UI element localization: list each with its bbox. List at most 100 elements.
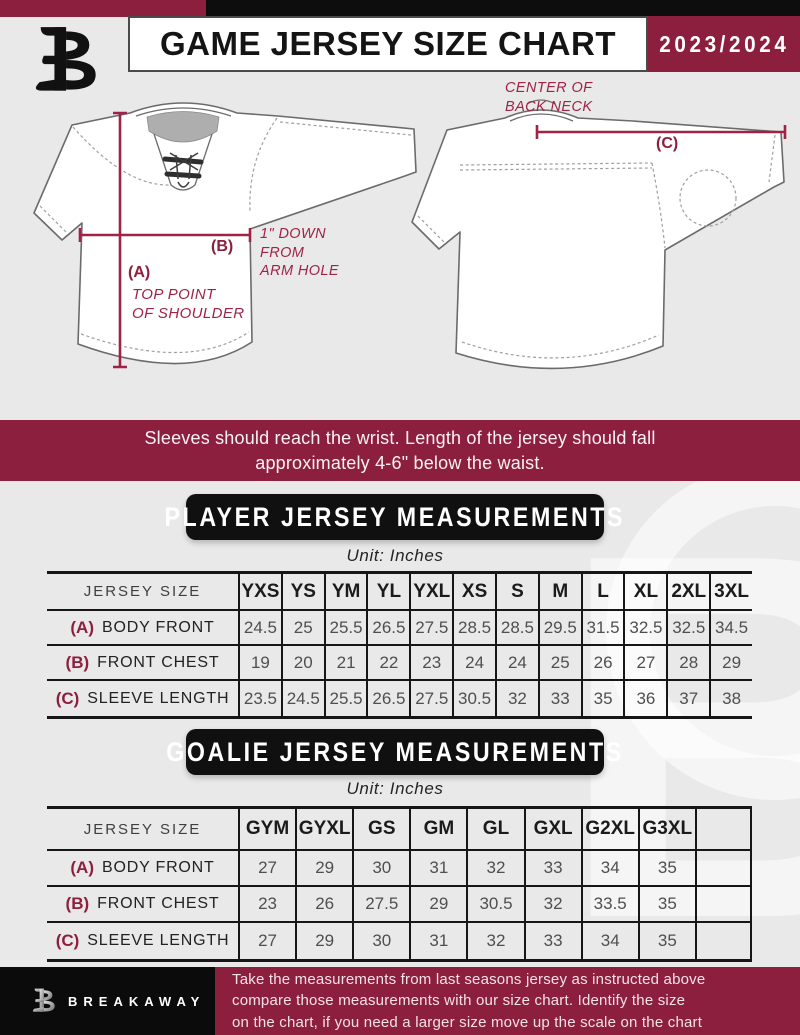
table-corner-header: JERSEY SIZE xyxy=(47,574,238,611)
value-cell: 34.5 xyxy=(709,611,752,646)
value-cell: 35 xyxy=(637,887,695,923)
player-measurements-table: JERSEY SIZE YXS YS YM YL YXL XS S M L XL 2XL 3XL (A) B… xyxy=(47,571,752,719)
size-column-header: GS xyxy=(352,809,410,851)
value-cell: 23 xyxy=(238,887,296,923)
value-cell: 23 xyxy=(409,646,453,681)
value-cell xyxy=(694,851,752,887)
season-badge: 2023/2024 xyxy=(648,16,800,72)
value-cell: 22 xyxy=(366,646,410,681)
value-cell: 36 xyxy=(623,681,666,716)
value-cell: 27.5 xyxy=(409,681,452,716)
footer-brand-block: BREAKAWAY xyxy=(0,967,215,1035)
value-cell: 28.5 xyxy=(494,611,538,646)
footer-line2: compare those measurements with our size… xyxy=(232,992,686,1010)
caption-b-line3: ARM HOLE xyxy=(260,263,339,279)
size-column-header: YM xyxy=(323,574,367,611)
value-cell: 31.5 xyxy=(580,611,624,646)
size-column-header: GYXL xyxy=(295,809,353,851)
row-label: BODY FRONT xyxy=(102,859,215,876)
value-cell: 24.5 xyxy=(238,611,281,646)
value-cell: 32.5 xyxy=(666,611,710,646)
row-label: SLEEVE LENGTH xyxy=(87,932,230,949)
value-cell: 30.5 xyxy=(466,887,524,923)
value-cell: 32 xyxy=(494,681,538,716)
value-cell: 31 xyxy=(409,923,466,959)
value-cell: 34 xyxy=(580,851,638,887)
value-cell: 35 xyxy=(580,681,624,716)
breakaway-b-logo-icon xyxy=(35,27,96,91)
size-column-header: YS xyxy=(280,574,324,611)
value-cell: 28.5 xyxy=(452,611,495,646)
value-cell: 24 xyxy=(452,646,495,681)
value-cell xyxy=(694,887,752,923)
size-column-header: M xyxy=(537,574,581,611)
value-cell: 32 xyxy=(466,923,523,959)
notice-line2: approximately 4-6" below the waist. xyxy=(255,452,545,473)
value-cell: 26.5 xyxy=(366,681,409,716)
row-header: (B) FRONT CHEST xyxy=(47,887,238,923)
size-column-header xyxy=(694,809,752,851)
top-bar-maroon xyxy=(0,0,206,17)
value-cell: 25 xyxy=(537,646,581,681)
size-column-header: G3XL xyxy=(637,809,695,851)
player-section-banner: PLAYER JERSEY MEASUREMENTS xyxy=(165,494,623,540)
value-cell: 32 xyxy=(466,851,524,887)
brand-name: BREAKAWAY xyxy=(68,993,206,1009)
value-cell: 32 xyxy=(523,887,581,923)
value-cell: 26.5 xyxy=(366,611,410,646)
value-cell: 29 xyxy=(295,923,352,959)
page-title-box: GAME JERSEY SIZE CHART xyxy=(128,16,648,72)
row-marker: (C) xyxy=(55,931,80,950)
value-cell: 27 xyxy=(238,923,295,959)
caption-top-point-of-shoulder: TOP POINT OF SHOULDER xyxy=(132,286,244,323)
value-cell: 26 xyxy=(295,887,353,923)
table-corner-header: JERSEY SIZE xyxy=(47,809,238,851)
goalie-unit-label: Unit: Inches xyxy=(346,779,444,798)
caption-a-line1: TOP POINT xyxy=(132,286,216,303)
player-unit-label: Unit: Inches xyxy=(346,546,444,565)
size-column-header: YXL xyxy=(409,574,453,611)
back-jersey-diagram xyxy=(411,99,787,370)
size-column-header: XS xyxy=(452,574,495,611)
value-cell: 34 xyxy=(580,923,638,959)
caption-c-line1: CENTER OF xyxy=(505,80,593,96)
row-header: (A) BODY FRONT xyxy=(47,611,238,646)
player-section-title: PLAYER JERSEY MEASUREMENTS xyxy=(164,501,626,532)
row-label: SLEEVE LENGTH xyxy=(87,689,230,707)
caption-c-line2: BACK NECK xyxy=(505,98,593,115)
size-column-header: GXL xyxy=(523,809,581,851)
marker-b: (B) xyxy=(211,238,234,255)
value-cell: 35 xyxy=(637,851,695,887)
value-cell: 29 xyxy=(709,646,752,681)
size-column-header: GYM xyxy=(238,809,296,851)
goalie-section-title: GOALIE JERSEY MEASUREMENTS xyxy=(166,736,624,767)
row-marker: (B) xyxy=(65,894,90,913)
row-label: FRONT CHEST xyxy=(97,653,220,671)
value-cell: 29.5 xyxy=(537,611,581,646)
value-cell: 33 xyxy=(537,681,581,716)
row-header: (A) BODY FRONT xyxy=(47,851,238,887)
top-bar-black xyxy=(206,0,800,17)
value-cell: 27.5 xyxy=(352,887,410,923)
size-column-header: S xyxy=(494,574,538,611)
value-cell: 25.5 xyxy=(323,681,367,716)
size-column-header: GL xyxy=(466,809,524,851)
caption-b-line2: FROM xyxy=(260,244,305,261)
value-cell: 23.5 xyxy=(238,681,281,716)
row-label: FRONT CHEST xyxy=(97,895,220,912)
value-cell: 27.5 xyxy=(409,611,453,646)
value-cell: 21 xyxy=(323,646,367,681)
fit-notice-banner: Sleeves should reach the wrist. Length o… xyxy=(0,420,800,481)
season-label: 2023/2024 xyxy=(658,30,790,57)
breakaway-b-logo-small-icon xyxy=(32,988,55,1012)
size-column-header: L xyxy=(580,574,624,611)
value-cell: 30 xyxy=(352,923,409,959)
row-header: (C) SLEEVE LENGTH xyxy=(47,923,238,959)
size-column-header: 2XL xyxy=(666,574,710,611)
footer-line3: on the chart, if you need a larger size … xyxy=(232,1013,703,1031)
value-cell: 24.5 xyxy=(280,681,324,716)
row-header: (B) FRONT CHEST xyxy=(47,646,238,681)
value-cell: 19 xyxy=(238,646,281,681)
goalie-section-banner: GOALIE JERSEY MEASUREMENTS xyxy=(166,729,621,775)
row-header: (C) SLEEVE LENGTH xyxy=(47,681,238,716)
